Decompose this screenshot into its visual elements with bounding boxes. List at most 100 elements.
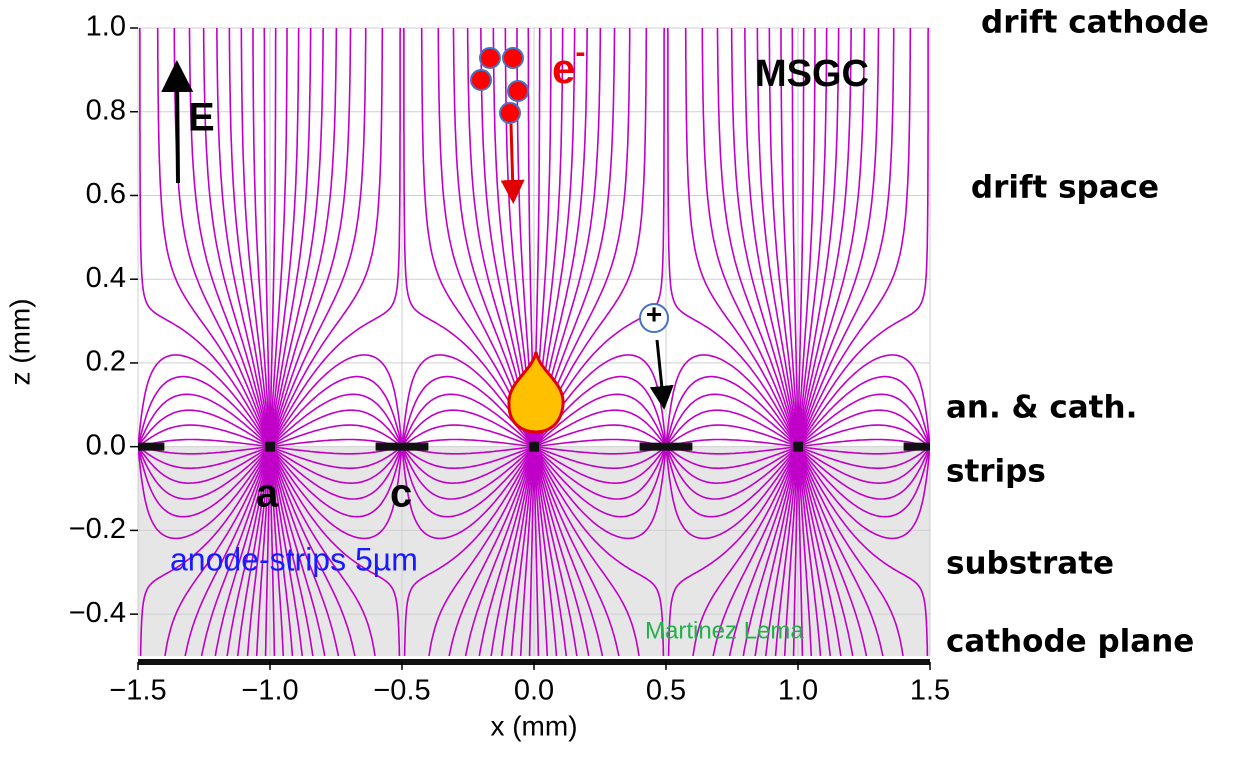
field-line [799,424,929,447]
field-line [798,449,884,656]
field-line [270,449,340,656]
y-tick-label: 0.0 [86,429,126,461]
field-line [402,409,533,447]
field-line [665,447,798,518]
field-line [271,446,402,485]
field-line [269,450,294,656]
field-line [202,28,270,444]
field-line [666,409,797,447]
y-tick-label: 1.0 [86,11,126,43]
field-line [534,449,604,656]
anode-label: a [256,472,279,516]
field-line [535,446,666,485]
anode-strip [529,441,539,452]
field-line [666,446,797,485]
field-line [270,28,401,445]
electrons [470,47,529,124]
field-line [799,409,930,447]
field-line [797,28,840,444]
field-line [684,28,798,445]
field-line [138,393,270,446]
field-line [164,449,270,656]
field-line [452,28,534,444]
x-tick-label: 1.0 [778,675,818,707]
field-line [270,447,403,518]
field-line [269,28,312,444]
field-line [667,448,798,656]
cathode-strip [903,442,930,451]
field-line [768,28,799,443]
side-label: an. & cath. [946,390,1137,426]
ion-circle [639,303,669,333]
field-line [138,354,270,446]
field-line [730,28,798,444]
x-tick-label: −1.5 [109,675,166,707]
field-line [270,28,338,444]
field-line [701,28,798,444]
field-line [667,446,797,470]
field-line [528,450,535,656]
field-line [799,446,923,455]
side-label: strips [946,454,1046,490]
author-label: Martinez Lema [645,617,804,644]
side-label: drift cathode [981,5,1209,41]
field-line [252,28,271,443]
field-line [403,28,534,445]
y-tick-label: 0.4 [86,262,126,294]
field-line [666,393,798,446]
field-line [188,28,270,444]
field-line [264,450,271,656]
y-tick-label: 0.2 [86,346,126,378]
field-line [138,447,270,500]
field-line [402,446,533,485]
field-line [490,450,535,656]
field-lines [138,28,930,656]
field-line [269,450,285,656]
field-line [138,375,270,446]
cathode-label: c [390,472,412,516]
field-line [139,448,270,656]
field-line [403,424,533,447]
field-line [271,438,395,448]
field-line [534,448,665,656]
x-tick-label: 0.0 [514,675,554,707]
field-line [791,28,799,443]
field-line [742,449,798,656]
field-line [139,446,269,470]
field-line [478,449,534,656]
strip-width-label: anode-strips 5µm [170,541,418,577]
field-line [783,450,799,656]
x-tick-label: −1.0 [241,675,298,707]
field-line [665,448,798,540]
electron-dot [499,102,521,124]
field-line [184,449,270,656]
field-line [797,28,816,443]
field-line [534,28,665,445]
field-line [214,449,270,656]
field-line [533,450,558,656]
y-axis-label: z (mm) [4,298,35,385]
detector-label: MSGC [755,53,869,95]
field-line [798,393,930,446]
field-line [780,28,799,443]
electron-label: e- [552,36,585,92]
electron-dot [502,47,524,69]
field-line [797,450,832,656]
field-line [437,28,534,444]
field-line [270,28,352,444]
field-line [535,409,666,447]
electron-symbol: e [552,45,575,92]
field-line [270,449,326,656]
field-line [401,448,534,540]
field-line [138,447,270,518]
y-tick-label: 0.8 [86,94,126,126]
field-line [269,28,288,443]
field-line [728,449,798,656]
field-line [236,450,271,656]
field-arrow [161,60,194,184]
field-line [798,449,904,656]
field-line [534,447,667,518]
ticks: −1.5 −1.0 −0.5 0.0 0.5 1.0 1.5 1.0 0.8 0.6 0.4 0.2 0… [69,11,950,707]
field-line [409,438,533,448]
